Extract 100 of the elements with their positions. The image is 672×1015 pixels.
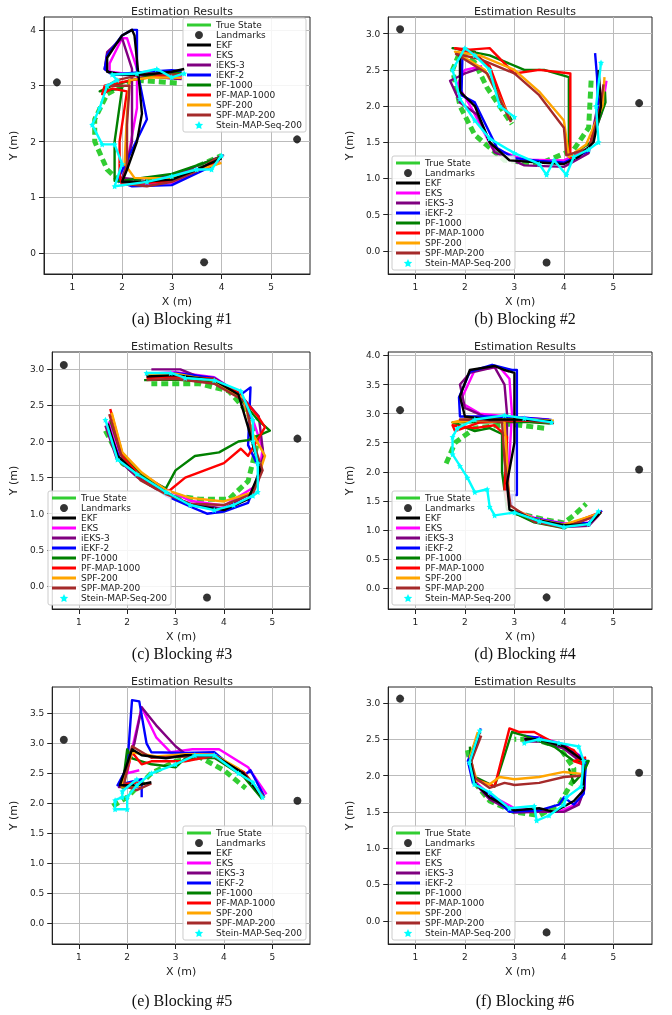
- legend-label: Stein-MAP-Seq-200: [425, 593, 512, 603]
- point: [531, 803, 538, 810]
- y-tick-label: 3.5: [29, 708, 45, 719]
- x-axis-title: X (m): [161, 294, 193, 308]
- legend-label: Landmarks: [215, 30, 267, 40]
- point: [471, 416, 478, 423]
- x-tick-label: 3: [168, 281, 175, 292]
- x-tick-label: 1: [69, 281, 76, 292]
- point: [133, 782, 140, 789]
- x-tick-label: 2: [119, 281, 125, 292]
- point: [396, 25, 405, 34]
- point: [486, 135, 493, 142]
- y-tick-label: 3.0: [29, 364, 45, 375]
- point: [109, 71, 116, 78]
- point: [293, 135, 302, 144]
- point: [396, 694, 405, 703]
- y-tick-label: 4.0: [365, 350, 381, 361]
- y-tick-label: 2.0: [29, 798, 45, 809]
- point: [119, 788, 126, 795]
- y-tick-label: 0.5: [29, 544, 45, 555]
- point: [119, 160, 126, 167]
- legend-label: EKF: [215, 40, 233, 50]
- point: [521, 739, 528, 746]
- legend-label: Landmarks: [215, 838, 267, 848]
- y-tick-label: 2.0: [365, 770, 381, 781]
- legend-label: Stein-MAP-Seq-200: [425, 928, 512, 938]
- y-tick-label: 1.5: [365, 495, 381, 506]
- point: [546, 812, 553, 819]
- point: [585, 521, 592, 528]
- legend-label: iEKS-3: [215, 60, 245, 70]
- text: (a) Blocking #1: [131, 309, 233, 328]
- x-tick-label: 1: [412, 951, 419, 962]
- point: [635, 768, 644, 777]
- x-tick-label: 1: [412, 616, 419, 627]
- x-tick-label: 2: [462, 616, 468, 627]
- y-tick-label: 2.5: [29, 768, 45, 779]
- legend-label: SPF-200: [425, 573, 463, 583]
- legend-label: iEKS-3: [425, 533, 454, 543]
- chart-title: Estimation Results: [474, 340, 577, 353]
- point: [133, 471, 140, 477]
- y-tick-label: 3.0: [365, 408, 381, 419]
- point: [293, 434, 302, 443]
- point: [533, 817, 540, 824]
- x-tick-label: 4: [221, 951, 228, 962]
- point: [211, 507, 218, 514]
- legend-label: PF-1000: [425, 218, 463, 228]
- point: [124, 794, 131, 801]
- point: [167, 369, 174, 376]
- legend-label: iEKF-2: [81, 543, 110, 553]
- legend-label: Stein-MAP-Seq-200: [81, 593, 168, 603]
- y-tick-label: 3: [30, 80, 36, 91]
- legend-label: True State: [80, 493, 128, 503]
- point: [249, 416, 256, 423]
- point: [143, 178, 150, 185]
- point: [575, 743, 582, 750]
- point: [249, 779, 256, 786]
- y-tick-label: 1.0: [365, 524, 381, 535]
- legend-label: iEKS-3: [425, 198, 454, 208]
- legend-label: PF-MAP-1000: [425, 898, 485, 908]
- legend-label: True State: [424, 158, 472, 168]
- point: [464, 474, 471, 481]
- point: [585, 146, 592, 153]
- point: [491, 512, 498, 519]
- legend-label: SPF-200: [425, 238, 463, 248]
- point: [466, 759, 473, 766]
- chart-title: Estimation Results: [131, 340, 234, 353]
- legend-label: True State: [214, 20, 263, 30]
- y-tick-label: 2.0: [365, 466, 381, 477]
- point: [484, 486, 491, 493]
- legend-label: iEKF-2: [425, 543, 454, 553]
- y-axis-title: Y (m): [7, 800, 20, 832]
- x-axis-title: X (m): [165, 629, 197, 643]
- y-tick-label: 0.5: [365, 879, 381, 890]
- legend-label: EKS: [425, 188, 443, 198]
- x-tick-label: 4: [221, 616, 228, 627]
- y-tick-label: 1.5: [365, 137, 381, 148]
- x-tick-label: 4: [561, 951, 568, 962]
- legend-label: PF-1000: [425, 553, 463, 563]
- y-tick-label: 2.5: [365, 437, 381, 448]
- point: [511, 509, 518, 516]
- y-tick-label: 2: [30, 136, 36, 147]
- x-tick-label: 5: [610, 951, 617, 962]
- legend-label: SPF-MAP-200: [81, 583, 141, 593]
- y-tick-label: 1.5: [29, 828, 45, 839]
- legend-label: EKF: [425, 178, 442, 188]
- x-tick-label: 5: [268, 281, 275, 292]
- x-tick-label: 5: [610, 616, 617, 627]
- legend-label: Stein-MAP-Seq-200: [215, 928, 303, 938]
- y-tick-label: 3.0: [29, 738, 45, 749]
- point: [542, 593, 551, 602]
- x-tick-label: 1: [75, 616, 82, 627]
- y-axis-title: Y (m): [7, 130, 21, 162]
- point: [191, 752, 198, 759]
- x-axis-title: X (m): [165, 964, 197, 978]
- y-tick-label: 3.0: [365, 697, 381, 708]
- point: [111, 183, 118, 190]
- point: [536, 518, 543, 525]
- point: [595, 508, 602, 515]
- legend-label: iEKF-2: [425, 878, 454, 888]
- legend-label: EKF: [425, 513, 442, 523]
